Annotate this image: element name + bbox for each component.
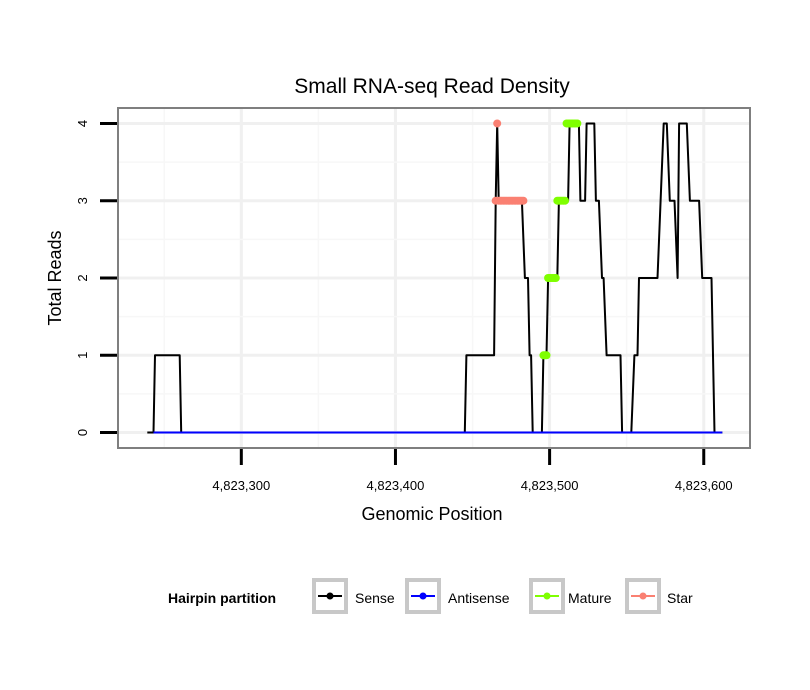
legend-label-sense: Sense [355,590,395,606]
y-tick-label: 1 [75,352,90,359]
y-tick-label: 4 [75,120,90,127]
x-tick-label: 4,823,600 [675,478,733,493]
y-tick-label: 2 [75,274,90,281]
data-point-star [493,119,502,128]
x-tick-label: 4,823,300 [212,478,270,493]
legend-key-marker [639,592,647,600]
legend-label-mature: Mature [568,590,612,606]
data-point-star [519,196,528,205]
data-point-mature [542,351,551,360]
grid-lines [118,108,750,448]
legend-key-marker [543,592,551,600]
points-layer [491,119,582,360]
series-layer [147,122,723,434]
y-tick-label: 3 [75,197,90,204]
legend-key-marker [326,592,334,600]
data-point-mature [551,274,560,282]
data-point-mature [573,119,582,128]
chart-title: Small RNA-seq Read Density [294,75,570,98]
legend-title: Hairpin partition [168,590,276,606]
legend-label-antisense: Antisense [448,590,510,606]
y-tick-label: 0 [75,429,90,436]
plot-frame [117,107,751,449]
legend: Hairpin partition Sense Antisense Mature St… [168,578,693,614]
legend-key-marker [419,592,427,600]
axis-ticks: 4,823,300 4,823,400 4,823,500 4,823,600 0 1 2 3… [75,120,733,493]
plot-border [117,107,751,449]
data-point-mature [561,196,570,205]
x-axis-title: Genomic Position [361,504,502,524]
x-tick-label: 4,823,500 [521,478,579,493]
x-tick-label: 4,823,400 [367,478,425,493]
y-axis-title: Total Reads [45,230,65,325]
series-line-sense [147,122,723,434]
legend-label-star: Star [667,590,693,606]
